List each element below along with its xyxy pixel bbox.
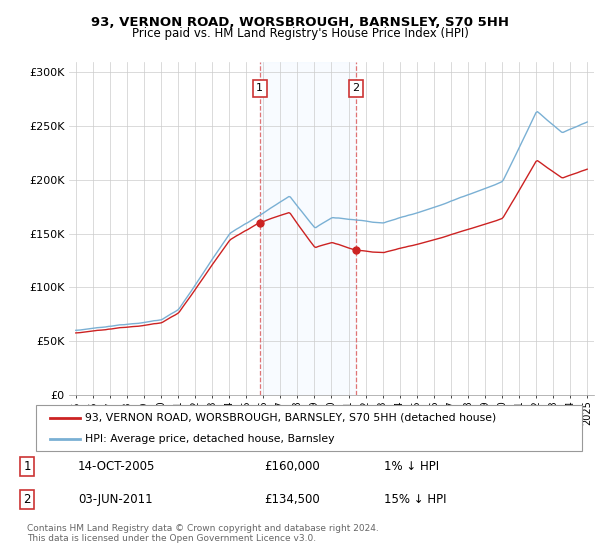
Text: 03-JUN-2011: 03-JUN-2011 <box>78 493 152 506</box>
Text: 2: 2 <box>23 493 31 506</box>
Text: £160,000: £160,000 <box>264 460 320 473</box>
Text: 93, VERNON ROAD, WORSBROUGH, BARNSLEY, S70 5HH: 93, VERNON ROAD, WORSBROUGH, BARNSLEY, S… <box>91 16 509 29</box>
Text: HPI: Average price, detached house, Barnsley: HPI: Average price, detached house, Barn… <box>85 435 335 444</box>
Text: £134,500: £134,500 <box>264 493 320 506</box>
Text: 15% ↓ HPI: 15% ↓ HPI <box>384 493 446 506</box>
Text: Contains HM Land Registry data © Crown copyright and database right 2024.
This d: Contains HM Land Registry data © Crown c… <box>27 524 379 543</box>
Text: 1: 1 <box>23 460 31 473</box>
Bar <box>260 62 356 395</box>
Text: 2: 2 <box>352 83 359 94</box>
Text: 1% ↓ HPI: 1% ↓ HPI <box>384 460 439 473</box>
Text: 1: 1 <box>256 83 263 94</box>
Text: Price paid vs. HM Land Registry's House Price Index (HPI): Price paid vs. HM Land Registry's House … <box>131 27 469 40</box>
FancyBboxPatch shape <box>36 405 582 451</box>
Text: 14-OCT-2005: 14-OCT-2005 <box>78 460 155 473</box>
Text: 93, VERNON ROAD, WORSBROUGH, BARNSLEY, S70 5HH (detached house): 93, VERNON ROAD, WORSBROUGH, BARNSLEY, S… <box>85 413 496 423</box>
